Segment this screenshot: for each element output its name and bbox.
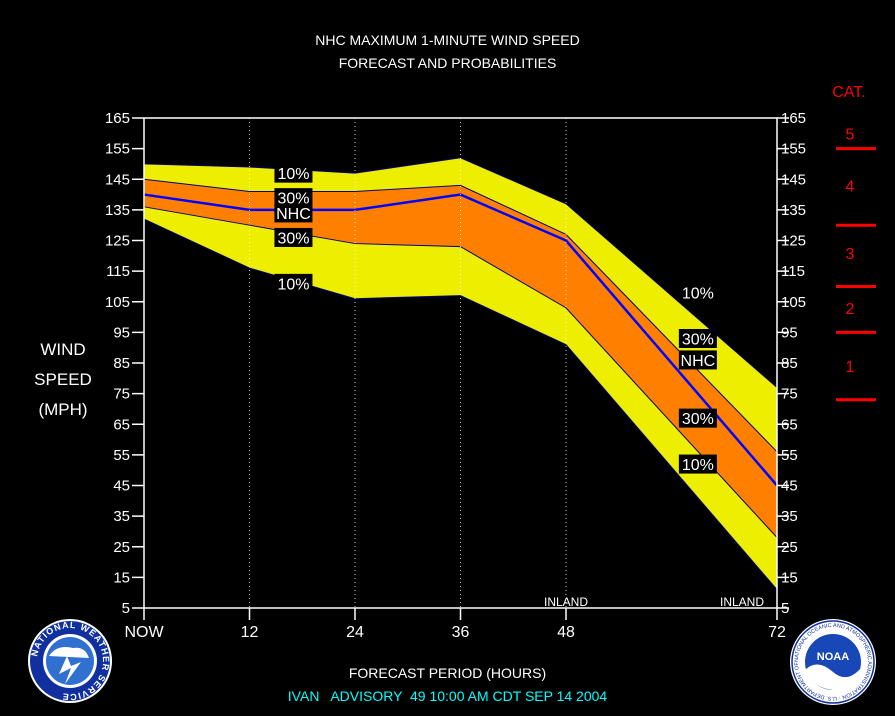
band-edge-line-2 bbox=[143, 178, 778, 453]
y-tick-label-right-25: 25 bbox=[781, 539, 798, 556]
category-label-1: 1 bbox=[846, 359, 855, 376]
band-label-box-3 bbox=[274, 203, 313, 223]
band-label-box-1 bbox=[274, 163, 313, 183]
y-axis-title-line-1: WIND bbox=[40, 340, 85, 359]
y-tick-label-left-25: 25 bbox=[113, 539, 130, 556]
band-10-percent bbox=[144, 157, 777, 590]
y-tick-label-left-135: 135 bbox=[105, 202, 130, 219]
y-tick-label-right-65: 65 bbox=[781, 416, 798, 433]
y-tick-label-left-35: 35 bbox=[113, 508, 130, 525]
y-tick-label-left-145: 145 bbox=[105, 171, 130, 188]
category-label-4: 4 bbox=[846, 178, 855, 195]
y-tick-label-left-15: 15 bbox=[113, 569, 130, 586]
y-tick-label-left-55: 55 bbox=[113, 447, 130, 464]
band-label-7: 30% bbox=[682, 332, 714, 349]
y-tick-label-right-85: 85 bbox=[781, 355, 798, 372]
category-label-2: 2 bbox=[846, 301, 855, 318]
band-edge-line-3 bbox=[143, 206, 778, 538]
y-tick-label-left-115: 115 bbox=[106, 263, 130, 280]
band-label-box-7 bbox=[678, 329, 717, 348]
advisory-tz: CDT bbox=[492, 688, 522, 704]
y-tick-label-right-155: 155 bbox=[781, 141, 806, 158]
band-label-box-9 bbox=[678, 408, 717, 428]
y-axis-title-line-3: (MPH) bbox=[38, 400, 87, 419]
y-tick-label-right-35: 35 bbox=[781, 508, 798, 525]
band-label-4: 30% bbox=[277, 230, 309, 247]
y-tick-label-left-45: 45 bbox=[113, 478, 130, 495]
band-label-10: 10% bbox=[682, 457, 714, 474]
y-tick-label-left-65: 65 bbox=[113, 416, 130, 433]
y-tick-label-left-125: 125 bbox=[105, 233, 130, 250]
band-edge-line-1 bbox=[143, 157, 778, 388]
noaa-logo: NOAA NATIONAL OCEANIC AND ATMOSPHERIC AD… bbox=[789, 618, 876, 705]
x-axis-title: FORECAST PERIOD (HOURS) bbox=[0, 665, 895, 681]
y-tick-label-left-155: 155 bbox=[105, 141, 130, 158]
advisory-ampm: AM bbox=[467, 688, 489, 704]
band-label-8: NHC bbox=[681, 353, 716, 370]
y-tick-label-right-165: 165 bbox=[781, 110, 806, 127]
advisory-time: 10:00 bbox=[429, 688, 465, 704]
y-tick-label-left-75: 75 bbox=[113, 386, 130, 403]
x-tick-label-24: 24 bbox=[346, 624, 364, 641]
x-tick-label-36: 36 bbox=[452, 624, 470, 641]
y-tick-label-right-125: 125 bbox=[781, 233, 806, 250]
band-label-2: 30% bbox=[277, 191, 309, 208]
band-label-6: 10% bbox=[682, 286, 714, 303]
category-title: CAT. bbox=[832, 84, 865, 101]
advisory-date: SEP 14 2004 bbox=[524, 688, 608, 704]
y-axis-title-line-2: SPEED bbox=[34, 370, 92, 389]
x-tick-label-48: 48 bbox=[557, 624, 575, 641]
advisory-line: IVAN ADVISORY 49 10:00 AM CDT SEP 14 200… bbox=[0, 688, 895, 704]
chart-title-line2: FORECAST AND PROBABILITIES bbox=[338, 55, 557, 71]
y-tick-label-left-165: 165 bbox=[105, 110, 130, 127]
band-label-box-8 bbox=[678, 350, 717, 370]
band-label-box-2 bbox=[274, 188, 313, 208]
y-tick-label-right-45: 45 bbox=[781, 478, 798, 495]
x-tick-label-72: 72 bbox=[768, 624, 786, 641]
y-tick-label-right-115: 115 bbox=[781, 263, 805, 280]
band-label-9: 30% bbox=[682, 411, 714, 428]
noaa-logo-text: NOAA bbox=[817, 651, 849, 663]
category-label-5: 5 bbox=[846, 126, 855, 143]
band-label-1: 10% bbox=[277, 166, 309, 183]
band-label-box-5 bbox=[274, 273, 313, 293]
y-tick-label-right-105: 105 bbox=[781, 294, 806, 311]
x-tick-label-12: 12 bbox=[241, 624, 259, 641]
chart-title-line1: NHC MAXIMUM 1-MINUTE WIND SPEED bbox=[315, 32, 580, 48]
x-axis-title-text: FORECAST PERIOD (HOURS) bbox=[348, 665, 547, 681]
nhc-forecast-line bbox=[143, 193, 778, 487]
y-tick-label-left-105: 105 bbox=[105, 294, 130, 311]
y-tick-label-right-5: 5 bbox=[781, 600, 789, 617]
y-tick-label-left-5: 5 bbox=[122, 600, 130, 617]
y-tick-label-right-15: 15 bbox=[781, 569, 798, 586]
inland-label-2: INLAND bbox=[720, 595, 764, 609]
advisory-number: 49 bbox=[409, 688, 426, 704]
advisory-word: ADVISORY bbox=[330, 688, 403, 704]
storm-name: IVAN bbox=[287, 688, 320, 704]
band-label-box-4 bbox=[274, 227, 313, 247]
band-label-5: 10% bbox=[277, 276, 309, 293]
band-label-box-6 bbox=[678, 283, 717, 303]
band-30-percent bbox=[144, 179, 777, 538]
category-label-3: 3 bbox=[846, 246, 855, 263]
y-tick-label-left-85: 85 bbox=[113, 355, 130, 372]
nws-logo: NATIONAL WEATHER SERVICE bbox=[28, 619, 112, 703]
y-tick-label-right-145: 145 bbox=[781, 171, 806, 188]
y-tick-label-right-75: 75 bbox=[781, 386, 798, 403]
inland-label-1: INLAND bbox=[544, 595, 588, 609]
y-tick-label-right-55: 55 bbox=[781, 447, 798, 464]
y-tick-label-right-95: 95 bbox=[781, 324, 798, 341]
band-edge-line-4 bbox=[143, 218, 778, 590]
band-label-3: NHC bbox=[276, 206, 311, 223]
y-tick-label-right-135: 135 bbox=[781, 202, 806, 219]
x-tick-label-NOW: NOW bbox=[124, 624, 164, 641]
band-label-box-10 bbox=[678, 454, 717, 474]
y-tick-label-left-95: 95 bbox=[113, 324, 130, 341]
